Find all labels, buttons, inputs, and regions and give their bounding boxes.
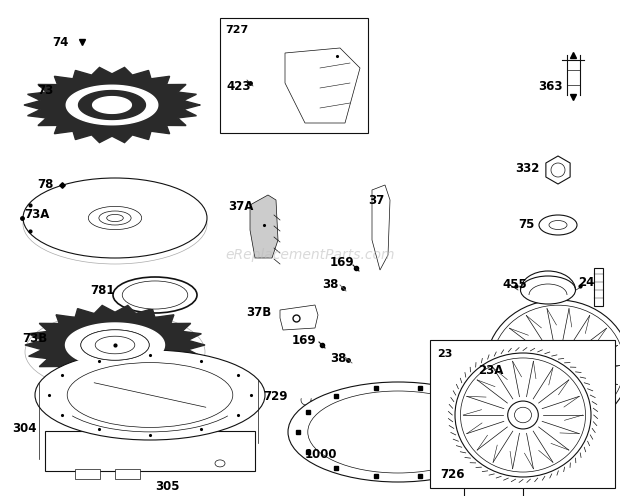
Text: 305: 305 — [155, 481, 180, 494]
Polygon shape — [75, 469, 100, 480]
Text: 24: 24 — [578, 276, 595, 290]
Ellipse shape — [81, 330, 149, 360]
Ellipse shape — [549, 221, 567, 230]
Polygon shape — [92, 97, 131, 114]
Ellipse shape — [122, 281, 188, 309]
Polygon shape — [66, 85, 157, 125]
Bar — [594, 268, 603, 306]
Polygon shape — [372, 185, 390, 270]
Text: 37B: 37B — [246, 306, 272, 318]
Ellipse shape — [521, 276, 575, 304]
Text: 169: 169 — [330, 255, 355, 268]
Text: 726: 726 — [440, 468, 464, 481]
Text: 78: 78 — [37, 179, 53, 191]
Polygon shape — [464, 422, 523, 496]
Text: 332: 332 — [515, 162, 539, 175]
Text: 73A: 73A — [24, 208, 50, 222]
Text: 455: 455 — [502, 278, 527, 292]
Text: eReplacementParts.com: eReplacementParts.com — [225, 248, 395, 262]
Ellipse shape — [35, 350, 265, 440]
Text: 38: 38 — [322, 278, 339, 292]
Text: 169: 169 — [292, 333, 317, 347]
Text: 304: 304 — [12, 422, 37, 434]
Polygon shape — [280, 305, 318, 330]
Text: 423: 423 — [226, 79, 250, 92]
Ellipse shape — [542, 350, 574, 379]
Ellipse shape — [288, 382, 508, 482]
Bar — [430, 340, 615, 488]
Text: 727: 727 — [225, 25, 248, 35]
Ellipse shape — [455, 353, 591, 477]
Text: 73B: 73B — [22, 331, 47, 345]
Polygon shape — [285, 48, 360, 123]
Polygon shape — [66, 323, 164, 367]
Text: 729: 729 — [263, 390, 288, 404]
Polygon shape — [45, 432, 255, 471]
Polygon shape — [81, 330, 149, 360]
Text: 38: 38 — [330, 352, 347, 365]
Text: 73: 73 — [37, 83, 53, 97]
Bar — [220, 18, 368, 133]
Polygon shape — [24, 67, 200, 143]
Text: 23: 23 — [437, 349, 453, 359]
Ellipse shape — [215, 460, 225, 467]
Ellipse shape — [508, 401, 538, 429]
Text: 37A: 37A — [228, 200, 254, 213]
Ellipse shape — [99, 211, 131, 225]
Ellipse shape — [107, 214, 123, 222]
Text: 1000: 1000 — [305, 448, 337, 461]
Ellipse shape — [113, 277, 197, 313]
Ellipse shape — [549, 357, 567, 373]
Text: 37: 37 — [368, 193, 384, 206]
Polygon shape — [546, 156, 570, 184]
Text: 363: 363 — [538, 80, 562, 94]
Polygon shape — [25, 306, 205, 384]
Polygon shape — [79, 91, 146, 120]
Text: 74: 74 — [52, 36, 68, 49]
Polygon shape — [250, 195, 278, 258]
Text: 781: 781 — [90, 285, 115, 298]
Ellipse shape — [486, 300, 620, 430]
Text: 75: 75 — [518, 218, 534, 231]
Ellipse shape — [88, 206, 142, 230]
Polygon shape — [115, 469, 140, 480]
Ellipse shape — [539, 215, 577, 235]
Ellipse shape — [23, 178, 207, 258]
Text: 23A: 23A — [478, 364, 503, 376]
Ellipse shape — [95, 336, 135, 354]
Ellipse shape — [515, 407, 531, 423]
